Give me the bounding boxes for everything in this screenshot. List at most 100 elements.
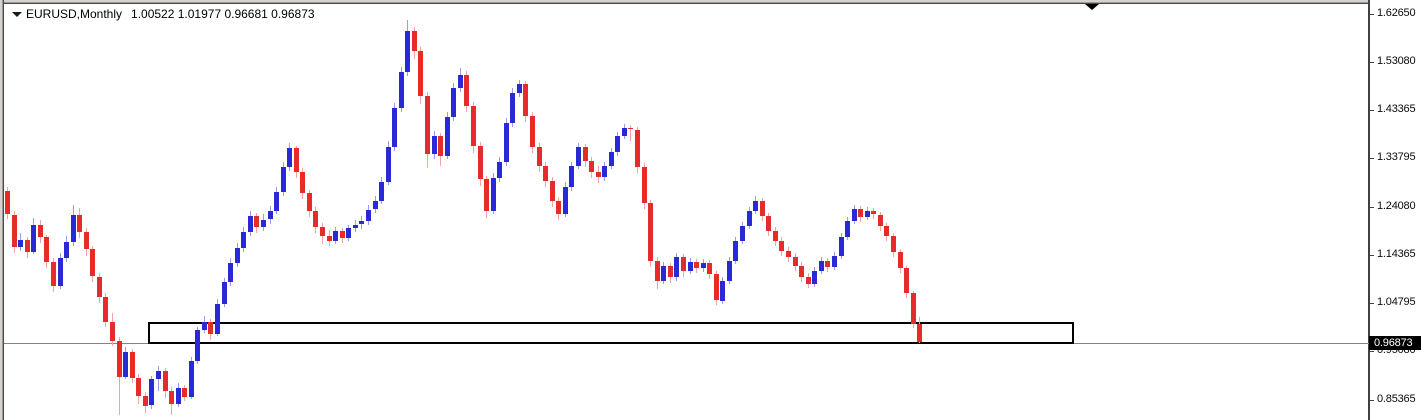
candle-body (169, 391, 174, 404)
candle-body (825, 261, 830, 267)
current-price-value: 0.96873 (1374, 337, 1413, 349)
candle-body (38, 225, 43, 237)
candle-body (313, 211, 318, 227)
candle-body (635, 130, 640, 167)
candle-body (64, 242, 69, 258)
price-axis-tick (1369, 158, 1374, 159)
chart-menu-triangle-icon[interactable] (12, 12, 22, 17)
candle-body (609, 152, 614, 166)
candle-body (865, 211, 870, 217)
candle-body (642, 167, 647, 203)
candle-body (576, 147, 581, 166)
candle-body (569, 166, 574, 187)
candle-wick (630, 125, 631, 141)
candle-body (156, 371, 161, 379)
candle-body (294, 148, 299, 172)
candle-body (793, 257, 798, 266)
candle-body (819, 261, 824, 271)
candle-body (504, 123, 509, 162)
candle-body (707, 263, 712, 274)
candle-body (596, 172, 601, 177)
price-axis-label: 1.24080 (1377, 200, 1416, 212)
chart-plot-area[interactable]: EURUSD,Monthly 1.00522 1.01977 0.96681 0.… (4, 4, 1369, 420)
candle-body (720, 281, 725, 301)
candle-body (779, 241, 784, 251)
candle-body (583, 147, 588, 161)
candle-body (12, 215, 17, 247)
candle-body (911, 293, 916, 324)
candle-body (674, 257, 679, 277)
price-axis[interactable]: 0.96873 1.62650 1.53080 1.43365 1.33795 1.24… (1369, 0, 1422, 420)
candle-body (451, 88, 456, 117)
candle-body (215, 304, 220, 334)
candle-body (701, 263, 706, 268)
candle-body (615, 136, 620, 152)
candle-body (589, 161, 594, 172)
candle-body (241, 232, 246, 248)
candle-body (77, 215, 82, 232)
candle-body (386, 147, 391, 182)
support-zone-rectangle[interactable] (148, 322, 1074, 344)
price-axis-separator (1368, 0, 1370, 420)
candle-body (845, 221, 850, 237)
candle-body (130, 352, 135, 378)
candle-body (235, 248, 240, 263)
price-axis-label: 1.04795 (1377, 296, 1416, 308)
candle-body (31, 225, 36, 252)
candle-body (103, 297, 108, 322)
candle-body (202, 322, 207, 330)
candle-body (44, 237, 49, 262)
candle-body (688, 262, 693, 271)
candle-body (714, 274, 719, 300)
candle-body (123, 352, 128, 377)
candle-body (438, 136, 443, 156)
price-axis-tick (1369, 110, 1374, 111)
candles-layer (4, 4, 1369, 420)
chart-shift-marker-icon[interactable] (1085, 4, 1099, 10)
candle-body (261, 220, 266, 227)
candle-body (254, 216, 259, 227)
price-axis-label: 1.43365 (1377, 103, 1416, 115)
candle-body (858, 209, 863, 217)
candle-body (878, 215, 883, 226)
candle-body (182, 388, 187, 397)
price-axis-label: 1.33795 (1377, 151, 1416, 163)
window-border-top (0, 0, 1370, 4)
candle-body (300, 172, 305, 193)
candle-body (392, 108, 397, 147)
candle-body (681, 257, 686, 271)
candle-body (346, 228, 351, 238)
candle-body (760, 201, 765, 216)
price-axis-tick (1369, 400, 1374, 401)
candle-body (648, 203, 653, 261)
price-axis-tick (1369, 255, 1374, 256)
candle-body (51, 262, 56, 286)
price-axis-label: 1.62650 (1377, 7, 1416, 19)
candle-body (5, 191, 10, 214)
candle-body (871, 211, 876, 214)
candle-body (563, 187, 568, 214)
candle-body (471, 106, 476, 146)
candle-body (491, 178, 496, 211)
candle-body (786, 251, 791, 257)
candle-body (268, 211, 273, 219)
candle-body (195, 330, 200, 361)
candle-body (18, 240, 23, 247)
candle-body (149, 379, 154, 405)
candle-body (110, 322, 115, 341)
candle-body (904, 268, 909, 293)
candle-body (366, 210, 371, 221)
candle-body (117, 341, 122, 377)
price-axis-tick (1369, 351, 1374, 352)
candle-body (852, 209, 857, 221)
candle-body (320, 227, 325, 236)
candle-body (458, 75, 463, 88)
candle-body (445, 117, 450, 156)
candle-body (543, 166, 548, 181)
candle-body (274, 192, 279, 211)
window-border-left (0, 0, 4, 420)
candle-body (307, 193, 312, 211)
candle-body (694, 262, 699, 268)
candle-body (418, 51, 423, 96)
